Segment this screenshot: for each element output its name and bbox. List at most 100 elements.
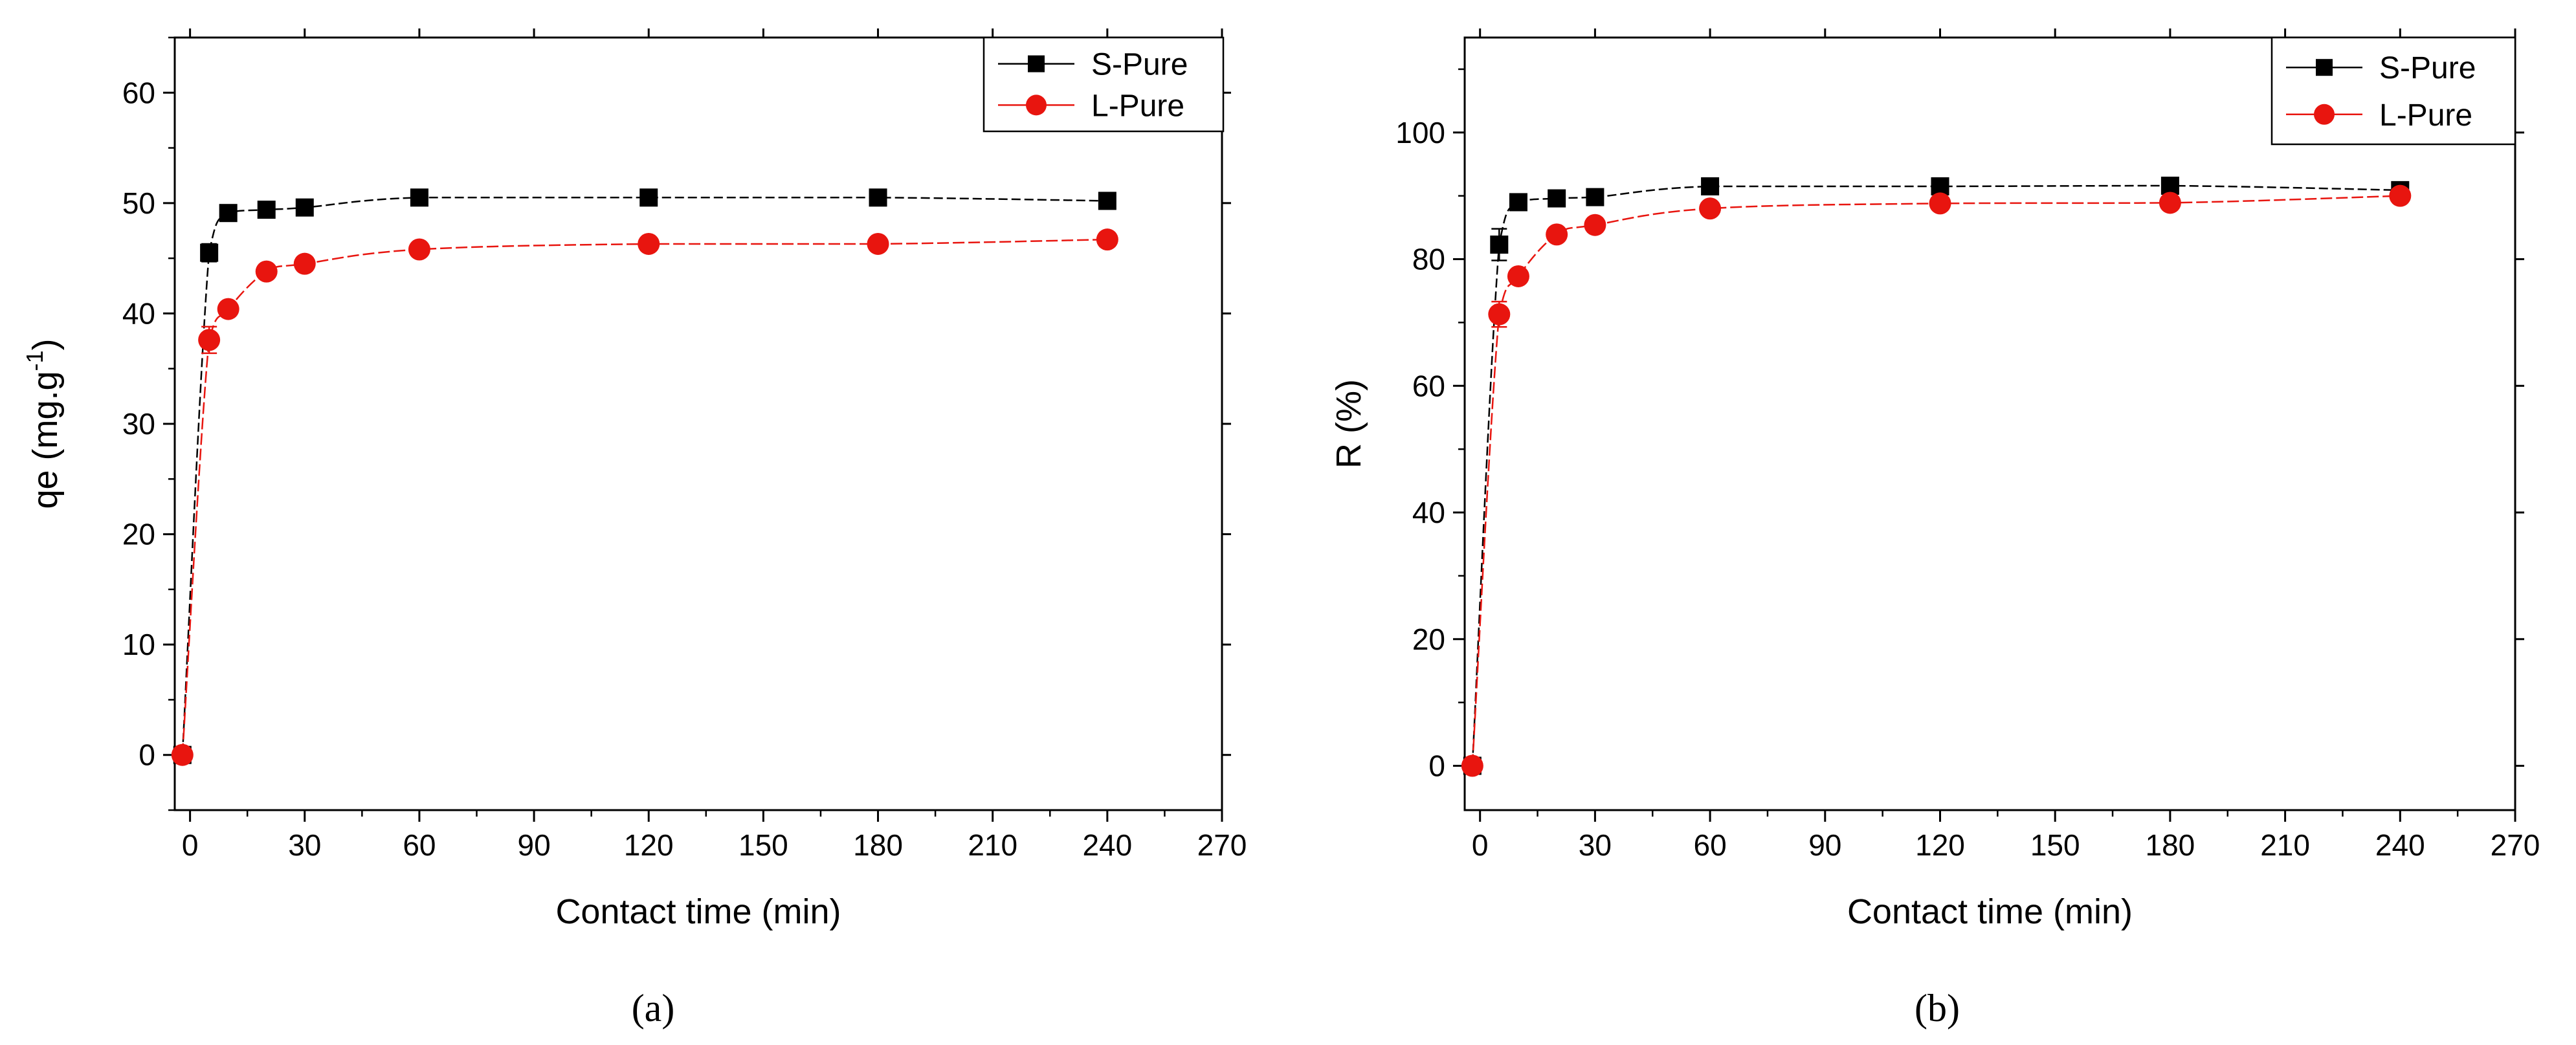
data-point — [869, 188, 887, 207]
x-tick-label: 30 — [1579, 828, 1612, 862]
x-tick-label: 180 — [853, 828, 903, 862]
legend: S-Pure L-Pure — [2271, 36, 2516, 146]
legend-label: S-Pure — [1091, 48, 1188, 82]
data-point — [219, 204, 238, 223]
x-tick-label: 150 — [738, 828, 788, 862]
x-tick-label: 240 — [1082, 828, 1132, 862]
data-point — [1098, 192, 1116, 210]
legend: S-Pure L-Pure — [983, 36, 1225, 133]
data-point — [2159, 192, 2181, 214]
data-point — [295, 198, 314, 217]
data-point — [1507, 265, 1529, 287]
series-s-pure — [173, 188, 1116, 764]
fit-curve — [1471, 184, 2401, 766]
data-point — [408, 238, 430, 261]
data-point — [1548, 189, 1566, 208]
legend-marker — [1028, 55, 1045, 72]
data-point — [198, 329, 221, 351]
y-axis-title-close: ) — [26, 338, 65, 350]
data-point — [1490, 236, 1509, 254]
x-axis: 0 30 60 90 120 150 180 210 240 270 — [182, 28, 1247, 862]
series-s-pure — [1463, 177, 2410, 775]
data-point — [255, 260, 278, 283]
y-tick-label: 0 — [139, 738, 155, 772]
x-tick-label: 210 — [2260, 828, 2310, 862]
x-tick-label: 120 — [624, 828, 674, 862]
y-tick-label: 0 — [1428, 749, 1445, 782]
x-tick-label: 270 — [1197, 828, 1247, 862]
y-axis-title-sup: -1 — [21, 350, 48, 371]
panel-b: 0 30 60 90 120 150 180 210 240 270 0 20 40 60 80 100 Con… — [1329, 28, 2540, 1029]
y-tick-label: 100 — [1395, 116, 1445, 149]
data-point — [1096, 228, 1118, 251]
x-tick-label: 180 — [2146, 828, 2195, 862]
data-point — [639, 188, 658, 207]
data-point — [410, 188, 428, 207]
fit-curve — [1471, 195, 2401, 766]
legend-marker — [2314, 104, 2335, 125]
legend-label: S-Pure — [2379, 51, 2476, 85]
data-point — [2160, 177, 2179, 195]
data-point — [1546, 223, 1568, 246]
plot-frame — [1463, 36, 2516, 811]
x-tick-label: 90 — [1808, 828, 1841, 862]
y-axis-title-main: qe (mg.g — [26, 371, 65, 509]
y-tick-label: 60 — [1412, 369, 1445, 402]
data-point — [867, 232, 889, 255]
x-axis-title: Contact time (min) — [1847, 892, 2133, 931]
legend-marker — [1026, 94, 1047, 116]
data-point — [1509, 193, 1527, 212]
y-tick-label: 30 — [122, 407, 155, 441]
x-tick-label: 90 — [517, 828, 550, 862]
data-point — [1931, 177, 1949, 195]
data-point — [638, 232, 660, 255]
x-tick-label: 60 — [1694, 828, 1727, 862]
data-point — [293, 252, 316, 275]
x-tick-label: 240 — [2375, 828, 2425, 862]
x-tick-label: 30 — [288, 828, 321, 862]
x-axis: 0 30 60 90 120 150 180 210 240 270 — [1472, 28, 2540, 862]
panel-label: (a) — [632, 987, 675, 1029]
plot-frame — [173, 36, 1223, 811]
series-l-pure — [171, 228, 1118, 766]
y-tick-label: 40 — [1412, 496, 1445, 529]
x-tick-label: 210 — [968, 828, 1017, 862]
data-point — [1929, 192, 1951, 215]
data-point — [171, 743, 194, 766]
series-l-pure — [1461, 184, 2412, 777]
y-axis-title: qe (mg.g-1) — [21, 338, 65, 509]
data-point — [1461, 754, 1483, 777]
legend-label: L-Pure — [2379, 98, 2472, 133]
fit-curve — [181, 238, 1107, 755]
x-tick-label: 0 — [1472, 828, 1489, 862]
data-point — [257, 201, 276, 219]
legend-marker — [2316, 59, 2333, 76]
data-point — [1586, 188, 1604, 206]
x-tick-label: 0 — [182, 828, 199, 862]
y-tick-label: 20 — [122, 518, 155, 551]
panel-a: 0 30 60 90 120 150 180 210 240 270 0 10 20 30 40 50 60 Co… — [21, 28, 1247, 1029]
legend-label: L-Pure — [1091, 89, 1184, 123]
x-tick-label: 120 — [1915, 828, 1965, 862]
data-point — [1584, 214, 1606, 236]
x-tick-label: 150 — [2030, 828, 2080, 862]
y-tick-label: 40 — [122, 296, 155, 330]
x-tick-label: 270 — [2491, 828, 2540, 862]
data-point — [2389, 184, 2412, 207]
y-tick-label: 20 — [1412, 622, 1445, 656]
x-axis-title: Contact time (min) — [555, 892, 841, 931]
y-axis: 0 10 20 30 40 50 60 — [122, 36, 1231, 811]
x-tick-label: 60 — [403, 828, 436, 862]
y-tick-label: 50 — [122, 186, 155, 220]
y-tick-label: 10 — [122, 628, 155, 661]
legend-box — [983, 36, 1225, 133]
y-tick-label: 80 — [1412, 243, 1445, 276]
legend-box — [2271, 36, 2516, 146]
data-point — [1488, 303, 1511, 325]
data-point — [1701, 177, 1720, 195]
data-point — [217, 298, 239, 320]
y-axis-title: R (%) — [1329, 379, 1368, 468]
y-axis: 0 20 40 60 80 100 — [1395, 68, 2524, 782]
data-point — [1699, 197, 1722, 220]
